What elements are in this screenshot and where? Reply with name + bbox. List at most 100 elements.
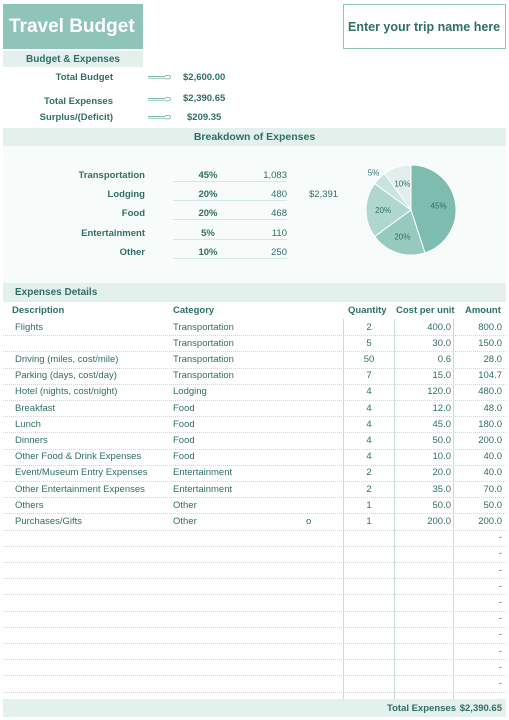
cell-amount: 70.0	[483, 483, 503, 495]
cell-quantity: 4	[366, 386, 372, 398]
table-row[interactable]: -	[3, 594, 506, 612]
table-row[interactable]: -	[3, 675, 506, 693]
cell-cost-per-unit	[395, 659, 451, 675]
col-amount: Amount	[465, 305, 501, 316]
breakdown-amount: 480	[243, 189, 287, 201]
cell-cost-per-unit	[395, 546, 451, 562]
cell-category: Food	[173, 451, 195, 463]
breakdown-total: $2,391	[309, 189, 339, 200]
arrow-icon: ═══⊃	[148, 94, 172, 104]
cell-cost-per-unit: 10.0	[432, 451, 452, 463]
details-heading: Expenses Details	[3, 283, 506, 302]
table-row[interactable]: Other Entertainment Expenses Entertainmen…	[3, 481, 506, 499]
total-expenses-footer-label: Total Expenses	[387, 703, 456, 714]
breakdown-table: Transportation 45% 1,083 Lodging 20% 480…	[45, 168, 287, 268]
cell-cost-per-unit: 50.0	[432, 434, 452, 446]
cell-quantity: 50	[363, 353, 375, 365]
cell-amount: 200.0	[478, 515, 502, 527]
cell-description: Others	[15, 499, 44, 511]
budget-summary: Total Budget ═══⊃ $2,600.00 Total Expens…	[3, 67, 506, 125]
cell-category: Food	[173, 402, 195, 414]
cell-amount: 40.0	[483, 451, 503, 463]
cell-amount: 180.0	[478, 418, 502, 430]
cell-amount: 480.0	[478, 386, 502, 398]
cell-cost-per-unit: 200.0	[427, 515, 451, 527]
cell-cost-per-unit: 50.0	[432, 499, 452, 511]
table-row[interactable]: Driving (miles, cost/mile) Transportation…	[3, 351, 506, 369]
cell-quantity	[344, 546, 394, 562]
cell-cost-per-unit: 15.0	[432, 370, 452, 382]
table-row[interactable]: -	[3, 530, 506, 547]
cell-category: Food	[173, 434, 195, 446]
table-row[interactable]: Breakfast Food 4 12.0 48.0	[3, 400, 506, 418]
cell-description: Purchases/Gifts	[15, 515, 83, 527]
cell-category: Transportation	[173, 321, 234, 333]
cell-category: Transportation	[173, 370, 234, 382]
cell-quantity: 7	[366, 370, 372, 382]
cell-amount: -	[498, 661, 502, 673]
col-category: Category	[173, 305, 215, 316]
cell-quantity: 4	[366, 434, 372, 446]
cell-mark: o	[306, 515, 312, 527]
table-row[interactable]: Hotel (nights, cost/night) Lodging 4 120.0 4…	[3, 384, 506, 401]
pie-slice-food	[365, 182, 412, 238]
table-row[interactable]: Other Food & Drink Expenses Food 4 10.0 40.0	[3, 449, 506, 466]
cell-quantity	[344, 562, 394, 578]
cell-quantity	[344, 530, 394, 546]
cell-quantity: 5	[366, 337, 372, 349]
cell-amount: 200.0	[478, 434, 502, 446]
table-row[interactable]: Purchases/Gifts Other o 1 200.0 200.0	[3, 513, 506, 531]
table-row[interactable]: Dinners Food 4 50.0 200.0	[3, 432, 506, 450]
cell-category: Food	[173, 418, 195, 430]
table-row[interactable]: Lunch Food 4 45.0 180.0	[3, 416, 506, 434]
cell-description: Parking (days, cost/day)	[15, 370, 117, 382]
cell-amount: -	[498, 645, 502, 657]
cell-category: Transportation	[173, 337, 234, 349]
breakdown-label: Lodging	[107, 189, 145, 200]
table-row[interactable]: -	[3, 578, 506, 596]
pie-data-label: 10%	[394, 179, 410, 188]
table-row[interactable]: -	[3, 643, 506, 661]
cell-quantity: 4	[366, 451, 372, 463]
cell-amount: -	[498, 613, 502, 625]
pie-data-label: 5%	[368, 169, 380, 178]
table-row[interactable]: -	[3, 659, 506, 677]
table-row[interactable]: Others Other 1 50.0 50.0	[3, 497, 506, 515]
breakdown-pct: 20%	[173, 208, 243, 220]
pie-slice-other	[383, 164, 412, 212]
table-row[interactable]: Parking (days, cost/day) Transportation 7 1…	[3, 368, 506, 385]
table-row[interactable]: -	[3, 627, 506, 644]
cell-cost-per-unit	[395, 562, 451, 578]
cell-amount: 104.7	[478, 370, 502, 382]
cell-quantity	[344, 627, 394, 643]
cell-quantity	[344, 675, 394, 691]
table-row[interactable]: Flights Transportation 2 400.0 800.0	[3, 319, 506, 337]
cell-cost-per-unit	[395, 594, 451, 610]
cell-amount: 40.0	[483, 467, 503, 479]
cell-cost-per-unit	[395, 578, 451, 594]
col-quantity: Quantity	[348, 305, 387, 316]
breakdown-pct: 10%	[173, 247, 243, 259]
table-row[interactable]: Transportation 5 30.0 150.0	[3, 335, 506, 353]
cell-description: Event/Museum Entry Expenses	[15, 467, 148, 479]
arrow-icon: ═══⊃	[148, 72, 172, 82]
breakdown-label: Entertainment	[81, 228, 145, 239]
cell-quantity	[344, 659, 394, 675]
total-expenses-value: $2,390.65	[183, 93, 226, 104]
cell-category: Other	[173, 515, 197, 527]
expenses-table: Description Category Quantity Cost per u…	[3, 302, 506, 717]
cell-category: Other	[173, 499, 197, 511]
cell-cost-per-unit: 12.0	[432, 402, 452, 414]
cell-cost-per-unit: 400.0	[427, 321, 451, 333]
table-row[interactable]: -	[3, 562, 506, 580]
table-row[interactable]: -	[3, 611, 506, 628]
trip-name-field[interactable]: Enter your trip name here	[343, 4, 506, 49]
table-row[interactable]: Event/Museum Entry Expenses Entertainment…	[3, 465, 506, 482]
cell-quantity: 2	[366, 483, 372, 495]
cell-description: Lunch	[15, 418, 41, 430]
cell-description: Driving (miles, cost/mile)	[15, 353, 119, 365]
breakdown-pct: 20%	[173, 189, 243, 201]
cell-cost-per-unit	[395, 643, 451, 659]
cell-description: Breakfast	[15, 402, 56, 414]
table-row[interactable]: -	[3, 546, 506, 563]
